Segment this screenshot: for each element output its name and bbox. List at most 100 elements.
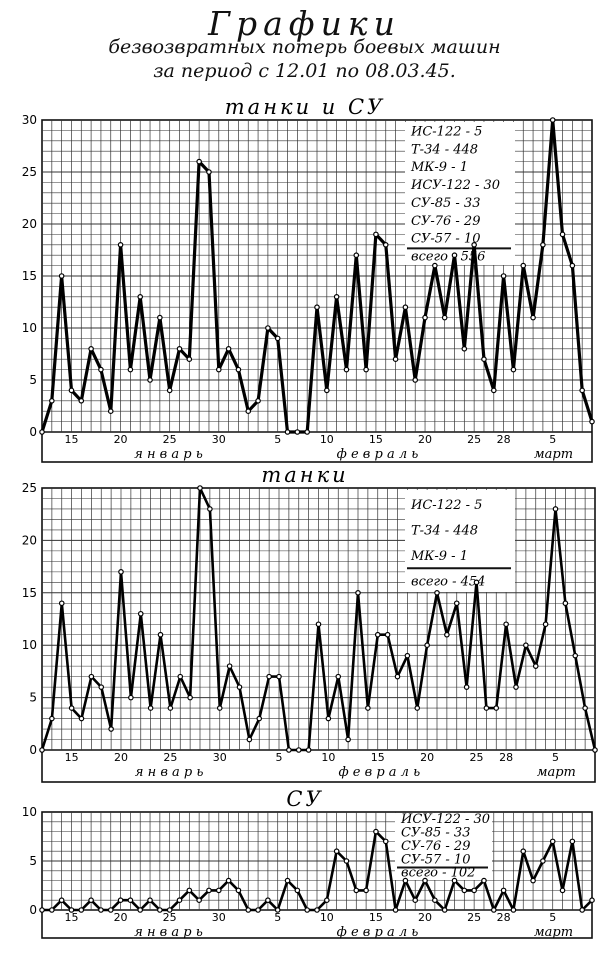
data-point	[274, 907, 281, 913]
data-point	[463, 684, 470, 690]
x-tick-label: 15	[64, 433, 78, 446]
data-point	[216, 705, 223, 711]
data-point	[187, 694, 193, 701]
data-point	[98, 907, 104, 913]
data-point	[295, 747, 302, 753]
data-point	[343, 858, 350, 864]
data-point	[520, 848, 527, 855]
data-point	[235, 887, 242, 894]
legend-entry: ИС-122 - 5	[410, 124, 482, 139]
legend-entry: СУ-85 - 33	[401, 825, 470, 840]
panel-title: танки и СУ	[225, 95, 385, 119]
data-point	[382, 838, 389, 845]
data-point	[137, 907, 144, 913]
data-point	[137, 610, 144, 617]
x-tick-label: 25	[470, 751, 484, 764]
data-point	[167, 705, 174, 711]
x-tick-label: 28	[499, 751, 513, 764]
legend-entry: Т-34 - 448	[411, 524, 478, 539]
data-point	[286, 747, 292, 753]
data-point	[422, 877, 428, 884]
data-point	[226, 663, 233, 669]
x-tick-label: 10	[320, 433, 334, 446]
x-tick-label: 20	[114, 751, 128, 764]
data-point	[365, 705, 371, 711]
data-point	[206, 887, 212, 894]
data-point	[355, 589, 361, 596]
data-point	[540, 242, 546, 248]
data-point	[137, 293, 144, 300]
legend-entry: всего - 454	[411, 575, 485, 590]
data-point	[246, 736, 253, 743]
data-point	[363, 366, 369, 373]
data-point	[88, 897, 94, 904]
data-point	[107, 907, 114, 913]
data-point	[412, 377, 419, 383]
x-tick-label: 25	[467, 911, 481, 924]
y-tick-label: 10	[22, 805, 37, 819]
data-point	[304, 429, 310, 435]
y-tick-label: 25	[22, 165, 37, 179]
data-point	[490, 387, 497, 394]
data-point	[374, 631, 381, 638]
data-point	[294, 429, 301, 435]
y-tick-label: 20	[22, 533, 37, 547]
data-point	[157, 314, 163, 321]
data-point	[255, 397, 261, 404]
data-point	[500, 273, 507, 279]
x-tick-label: 15	[369, 911, 383, 924]
data-point	[333, 848, 340, 855]
data-point	[510, 907, 517, 913]
legend-entry: МК-9 - 1	[410, 549, 468, 564]
data-point	[424, 642, 430, 649]
data-point	[324, 387, 330, 394]
data-point	[274, 335, 281, 342]
data-point	[68, 907, 75, 913]
x-tick-label: 28	[497, 911, 511, 924]
x-tick-label: 20	[420, 751, 434, 764]
data-point	[256, 715, 263, 722]
data-point	[58, 897, 65, 904]
data-point	[461, 345, 468, 352]
y-tick-label: 5	[29, 854, 37, 868]
data-point	[325, 715, 332, 722]
data-point	[49, 907, 55, 913]
data-point	[324, 897, 330, 904]
legend-entry: ИСУ-122 - 30	[400, 812, 490, 827]
data-point	[579, 907, 585, 913]
y-tick-label: 20	[22, 217, 37, 231]
data-point	[255, 907, 261, 913]
data-point	[493, 705, 500, 711]
panel-title: танки	[261, 463, 348, 487]
data-point	[117, 242, 124, 248]
data-point	[49, 397, 55, 404]
data-point	[549, 838, 556, 845]
data-point	[49, 715, 55, 722]
data-point	[451, 252, 458, 259]
data-point	[157, 631, 164, 638]
data-point	[562, 600, 569, 607]
x-tick-label: 5	[549, 433, 556, 446]
data-point	[382, 242, 389, 248]
data-point	[68, 387, 75, 394]
legend-entry: всего - 556	[411, 250, 485, 265]
x-tick-label: 25	[163, 433, 177, 446]
data-point	[245, 408, 252, 415]
x-tick-label: 20	[114, 433, 128, 446]
data-point	[373, 828, 379, 835]
period-label: за период с 12.01 по 08.03.45.	[153, 60, 456, 82]
data-point	[176, 897, 183, 904]
data-point	[117, 897, 124, 904]
legend-entry: МК-9 - 1	[410, 160, 468, 175]
data-point	[68, 705, 75, 711]
data-point	[549, 117, 556, 123]
data-point	[118, 569, 124, 575]
data-point	[157, 907, 163, 913]
x-tick-label: 15	[371, 751, 385, 764]
data-point	[215, 366, 222, 373]
data-point	[88, 673, 95, 680]
x-tick-label: 10	[321, 751, 335, 764]
data-point	[39, 907, 45, 913]
data-point	[453, 600, 460, 607]
data-point	[266, 673, 272, 680]
